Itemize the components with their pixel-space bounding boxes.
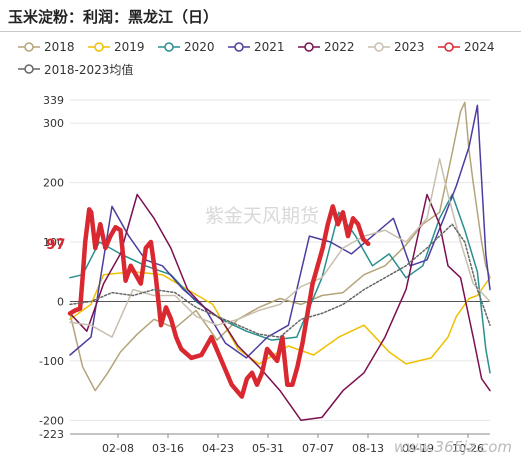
- legend-item[interactable]: 2018-2023均值: [18, 60, 133, 78]
- legend-label: 2019: [114, 40, 145, 54]
- series-line-2024: [67, 204, 371, 399]
- legend-swatch-icon: [438, 42, 460, 52]
- x-tick-label: 09-19: [402, 442, 434, 455]
- legend-label: 2024: [464, 40, 495, 54]
- legend-swatch-icon: [18, 64, 40, 74]
- watermark-text: 紫金天风期货: [205, 205, 319, 227]
- legend-swatch-icon: [88, 42, 110, 52]
- x-tick-label: 03-16: [152, 442, 184, 455]
- legend-swatch-icon: [158, 42, 180, 52]
- chart-title: 玉米淀粉：利润：黑龙江（日）: [8, 8, 219, 26]
- series-line-2023: [69, 158, 491, 338]
- legend-item[interactable]: 2023: [368, 38, 425, 56]
- series-line-2018: [69, 101, 491, 392]
- legend-item[interactable]: 2020: [158, 38, 215, 56]
- x-tick-label: 02-08: [102, 442, 134, 455]
- legend-label: 2023: [394, 40, 425, 54]
- legend-label: 2020: [184, 40, 215, 54]
- y-tick-label: 200: [43, 177, 64, 190]
- series-line-2018-2023均值: [69, 223, 491, 338]
- legend-label: 2018-2023均值: [44, 62, 134, 77]
- legend-swatch-icon: [18, 42, 40, 52]
- x-tick-label: 04-23: [202, 442, 234, 455]
- legend-swatch-icon: [298, 42, 320, 52]
- y-tick-label: 100: [43, 236, 64, 249]
- x-tick-label: 07-07: [302, 442, 334, 455]
- y-tick-label: -100: [39, 355, 64, 368]
- legend-item[interactable]: 2024: [438, 38, 495, 56]
- legend-label: 2022: [324, 40, 355, 54]
- legend-item[interactable]: 2022: [298, 38, 355, 56]
- y-tick-label: -200: [39, 414, 64, 427]
- title-divider: [0, 31, 521, 32]
- y-tick-label: 0: [57, 295, 64, 308]
- x-tick-label: 05-31: [252, 442, 284, 455]
- y-tick-label: 300: [43, 117, 64, 130]
- y-tick-label: 339: [43, 94, 64, 107]
- latest-value-label: 97: [46, 237, 65, 253]
- series-line-2021: [69, 104, 491, 359]
- x-tick-label: 10-26: [452, 442, 484, 455]
- y-tick-label: -223: [39, 428, 64, 441]
- site-watermark: www.365jz.com: [394, 438, 512, 456]
- legend-item[interactable]: 2021: [228, 38, 285, 56]
- legend-item[interactable]: 2019: [88, 38, 145, 56]
- chart-legend: 2018 2019 2020 2021 2022 2023 2024 2018-2023均值: [0, 38, 521, 88]
- legend-item[interactable]: 2018: [18, 38, 75, 56]
- legend-swatch-icon: [368, 42, 390, 52]
- series-line-2022: [69, 193, 491, 422]
- legend-label: 2021: [254, 40, 285, 54]
- legend-label: 2018: [44, 40, 75, 54]
- x-tick-label: 08-13: [352, 442, 384, 455]
- legend-swatch-icon: [228, 42, 250, 52]
